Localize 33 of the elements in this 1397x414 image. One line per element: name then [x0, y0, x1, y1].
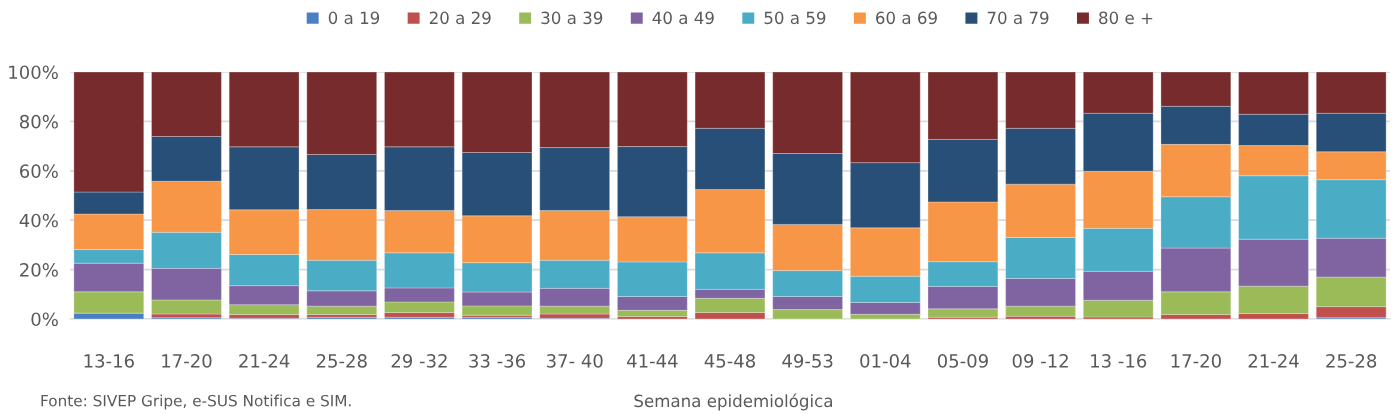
x-tick-label: 29 -32: [391, 354, 447, 368]
x-tick-label: 25-28: [1326, 354, 1377, 368]
legend-label: 60 a 69: [876, 11, 937, 25]
x-tick-label: 21-24: [1248, 354, 1299, 368]
x-tick-label: 33 -36: [469, 354, 526, 368]
legend-label: 20 a 29: [429, 11, 491, 25]
x-tick-label: 01-04: [860, 354, 911, 368]
y-tick-label: 40%: [19, 213, 58, 228]
x-tick-label: 41-44: [627, 354, 678, 368]
x-tick-label: 25-28: [316, 354, 367, 368]
legend-label: 30 a 39: [541, 11, 603, 25]
x-tick-label: 17-20: [1171, 354, 1221, 368]
x-tick-label: 17-20: [162, 354, 212, 368]
y-tick-label: 80%: [19, 114, 58, 129]
legend-label: 70 a 79: [987, 11, 1049, 25]
y-tick-label: 0%: [31, 312, 58, 327]
source-note: Fonte: SIVEP Gripe, e-SUS Notifica e SIM.: [41, 394, 351, 410]
x-tick-label: 37- 40: [546, 354, 603, 368]
legend-label: 40 a 49: [652, 11, 714, 25]
x-axis-title: Semana epidemiológica: [634, 393, 832, 411]
x-tick-label: 45-48: [704, 354, 755, 368]
x-tick-label: 21-24: [239, 354, 290, 368]
x-tick-label: 49-53: [782, 354, 833, 368]
y-tick-label: 60%: [20, 164, 58, 178]
y-tick-label: 20%: [20, 263, 58, 277]
legend-label: 50 a 59: [764, 11, 826, 25]
x-tick-label: 13-16: [84, 354, 134, 368]
legend-label: 0 a 19: [328, 11, 380, 25]
x-tick-label: 09 -12: [1012, 354, 1068, 368]
x-tick-label: 05-09: [937, 354, 988, 368]
legend-label: 80 e +: [1099, 11, 1153, 25]
y-tick-label: 100%: [9, 65, 58, 80]
x-tick-label: 13 -16: [1091, 354, 1147, 368]
